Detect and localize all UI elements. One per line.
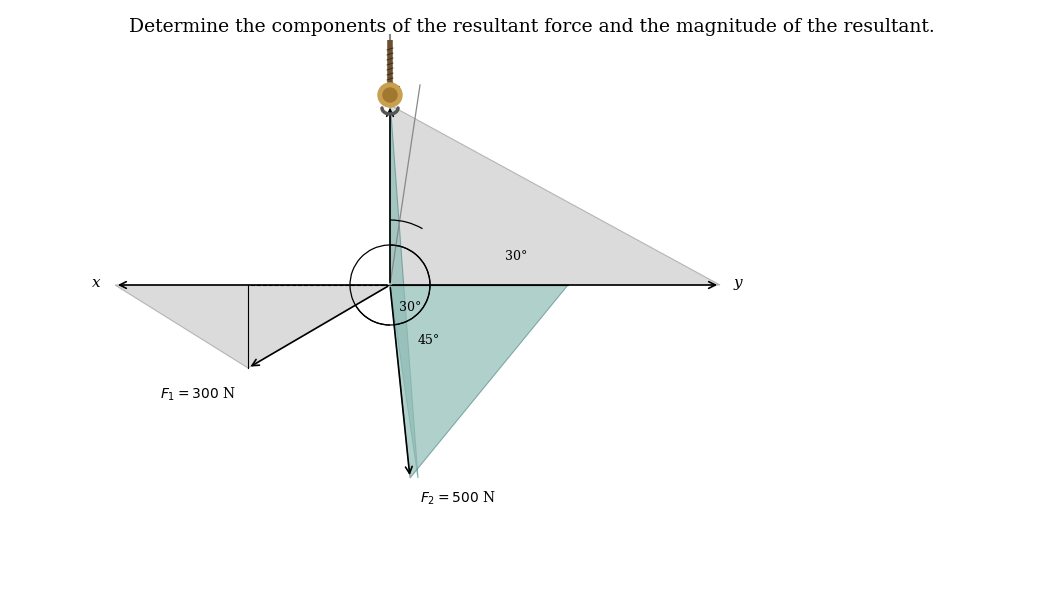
- Polygon shape: [115, 285, 390, 368]
- Polygon shape: [390, 100, 418, 478]
- Text: Determine the components of the resultant force and the magnitude of the resulta: Determine the components of the resultan…: [129, 18, 935, 36]
- Polygon shape: [390, 105, 720, 285]
- Circle shape: [378, 83, 402, 107]
- Polygon shape: [390, 285, 568, 478]
- Text: y: y: [734, 276, 743, 290]
- Text: 30°: 30°: [505, 251, 528, 264]
- Text: x: x: [93, 276, 101, 290]
- Text: 30°: 30°: [399, 301, 421, 314]
- Text: 45°: 45°: [418, 333, 440, 346]
- Text: $F_2 = 500$ N: $F_2 = 500$ N: [420, 490, 496, 508]
- Text: $F_1 = 300$ N: $F_1 = 300$ N: [160, 386, 236, 404]
- Text: z: z: [390, 83, 399, 97]
- Circle shape: [383, 88, 397, 102]
